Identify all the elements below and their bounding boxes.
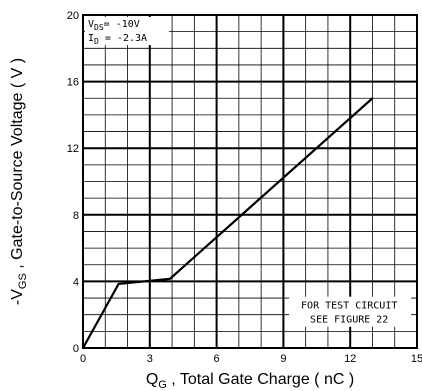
x-tick-label: 12 xyxy=(344,353,356,365)
plot-frame xyxy=(82,14,418,349)
y-axis-title: -VGS , Gate-to-Source Voltage ( V ) xyxy=(9,58,29,305)
id-condition: ID = -2.3A xyxy=(88,33,147,46)
x-tick-label: 0 xyxy=(80,353,86,365)
y-tick-labels: 0 4 8 12 16 20 xyxy=(67,10,79,355)
gate-charge-curve xyxy=(82,97,374,349)
x-tick-labels: 0 3 6 9 12 15 xyxy=(80,353,422,365)
minor-grid xyxy=(83,15,417,348)
y-tick-label: 16 xyxy=(67,77,79,89)
vds-condition: VDS= -10V xyxy=(88,19,140,32)
x-tick-label: 15 xyxy=(411,353,422,365)
x-axis-title: QG , Total Gate Charge ( nC ) xyxy=(146,371,354,391)
x-tick-label: 3 xyxy=(147,353,153,365)
y-tick-label: 4 xyxy=(73,276,79,288)
x-tick-label: 6 xyxy=(214,353,220,365)
y-tick-label: 12 xyxy=(67,143,79,155)
test-circuit-note-line-2: SEE FIGURE 22 xyxy=(310,315,388,326)
x-tick-label: 9 xyxy=(280,353,286,365)
y-tick-label: 0 xyxy=(73,343,79,355)
test-circuit-note-box xyxy=(289,296,412,327)
y-tick-label: 20 xyxy=(67,10,79,22)
y-tick-label: 8 xyxy=(73,210,79,222)
test-circuit-note-line-1: FOR TEST CIRCUIT xyxy=(301,301,397,312)
conditions-box xyxy=(85,17,169,45)
